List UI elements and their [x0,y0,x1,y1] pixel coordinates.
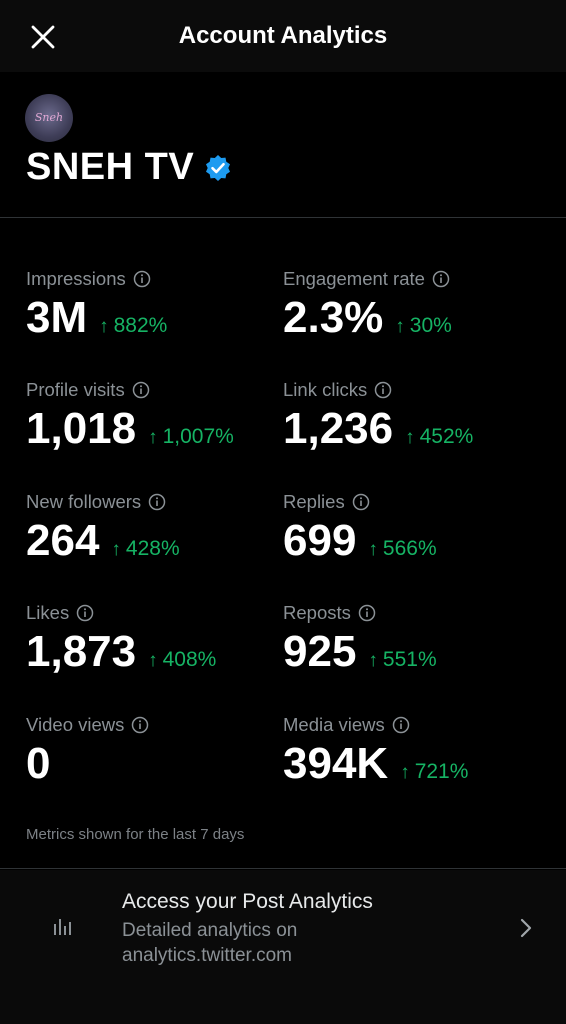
metric-label: Engagement rate [283,268,425,289]
metric-reposts[interactable]: Reposts 925 ↑ 551% [283,602,437,674]
info-icon[interactable] [132,381,150,399]
up-arrow-icon: ↑ [148,427,158,448]
metric-value: 1,873 [26,627,137,676]
metric-label: Impressions [26,268,126,289]
metric-value: 264 [26,516,100,565]
avatar[interactable]: Sneh [25,94,73,142]
account-name-row: SNEH TV [26,146,232,189]
info-icon[interactable] [133,270,151,288]
page-title: Account Analytics [178,22,388,49]
divider [0,868,566,869]
account-name: SNEH TV [26,146,195,188]
metric-new-followers[interactable]: New followers 264 ↑ 428% [26,491,180,563]
metric-value: 1,018 [26,404,137,453]
metric-change: ↑ 408% [148,648,217,671]
up-arrow-icon: ↑ [368,650,378,671]
up-arrow-icon: ↑ [148,650,158,671]
verified-badge-icon [206,154,231,181]
metric-value: 3M [26,293,88,342]
metric-change: ↑ 882% [99,314,168,337]
info-icon[interactable] [392,716,410,734]
top-bar: Account Analytics [0,0,566,72]
metric-change: ↑ 551% [368,648,437,671]
up-arrow-icon: ↑ [368,539,378,560]
up-arrow-icon: ↑ [111,539,121,560]
metric-change: ↑ 30% [395,314,452,337]
metrics-footnote: Metrics shown for the last 7 days [26,826,245,843]
close-button[interactable] [26,22,60,52]
up-arrow-icon: ↑ [405,427,415,448]
bar-chart-icon [54,919,71,935]
up-arrow-icon: ↑ [400,762,410,783]
up-arrow-icon: ↑ [99,316,109,337]
metric-label: Likes [26,602,70,623]
metric-link-clicks[interactable]: Link clicks 1,236 ↑ 452% [283,379,473,451]
metric-change: ↑ 1,007% [148,425,234,448]
metric-change: ↑ 452% [405,425,474,448]
metric-value: 925 [283,627,357,676]
avatar-logo: Sneh [34,111,64,124]
metric-value: 1,236 [283,404,394,453]
metric-profile-visits[interactable]: Profile visits 1,018 ↑ 1,007% [26,379,234,451]
metric-engagement-rate[interactable]: Engagement rate 2.3% ↑ 30% [283,268,452,340]
info-icon[interactable] [358,604,376,622]
metric-value: 394K [283,739,389,788]
up-arrow-icon: ↑ [395,316,405,337]
metric-value: 0 [26,739,51,788]
metric-label: Video views [26,714,125,735]
metric-label: New followers [26,491,142,512]
info-icon[interactable] [432,270,450,288]
info-icon[interactable] [76,604,94,622]
metric-label: Replies [283,491,345,512]
metric-label: Link clicks [283,379,368,400]
info-icon[interactable] [148,493,166,511]
info-icon[interactable] [131,716,149,734]
chevron-right-icon[interactable] [516,916,536,940]
divider [0,217,566,218]
metric-value: 2.3% [283,293,384,342]
post-analytics-link[interactable] [0,870,566,1024]
metric-video-views[interactable]: Video views 0 [26,714,149,786]
metric-media-views[interactable]: Media views 394K ↑ 721% [283,714,468,786]
post-analytics-description[interactable]: Detailed analytics on analytics.twitter.… [122,920,298,966]
metric-change: ↑ 566% [368,537,437,560]
metric-impressions[interactable]: Impressions 3M ↑ 882% [26,268,167,340]
metric-label: Reposts [283,602,351,623]
metric-value: 699 [283,516,357,565]
post-analytics-title[interactable]: Access your Post Analytics [122,890,373,913]
info-icon[interactable] [352,493,370,511]
metric-change: ↑ 721% [400,760,469,783]
info-icon[interactable] [374,381,392,399]
close-icon [31,25,55,49]
metric-label: Media views [283,714,385,735]
metric-likes[interactable]: Likes 1,873 ↑ 408% [26,602,216,674]
metric-label: Profile visits [26,379,125,400]
metric-change: ↑ 428% [111,537,180,560]
metric-replies[interactable]: Replies 699 ↑ 566% [283,491,437,563]
